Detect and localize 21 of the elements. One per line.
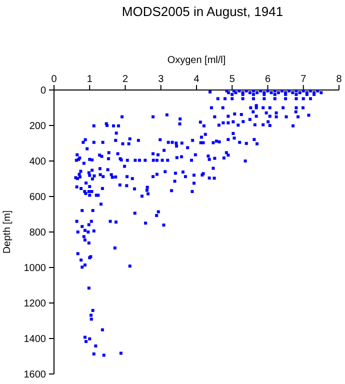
- chart-title: MODS2005 in August, 1941: [122, 4, 284, 19]
- x-tick-label: 8: [336, 74, 342, 85]
- y-tick-label: 1600: [24, 370, 46, 380]
- y-tick-label: 600: [29, 192, 46, 203]
- y-tick-label: 1400: [24, 334, 46, 345]
- x-tick-label: 4: [194, 74, 200, 85]
- y-tick-label: 800: [29, 228, 46, 238]
- x-tick-label: 0: [51, 74, 58, 85]
- x-tick-label: 3: [158, 74, 164, 85]
- x-tick-label: 7: [300, 74, 307, 85]
- x-tick-label: 2: [122, 74, 128, 85]
- x-tick-label: 5: [229, 74, 236, 85]
- y-tick-label: 400: [29, 156, 46, 168]
- y-tick-label: 0: [40, 86, 46, 96]
- y-tick-label: 1200: [24, 298, 46, 310]
- x-tick-label: 6: [264, 74, 271, 85]
- y-tick-label: 200: [29, 121, 46, 132]
- y-tick-label: 1000: [24, 263, 46, 274]
- y-axis-title: Depth [m]: [2, 210, 13, 254]
- x-axis-title: Oxygen [ml/l]: [167, 55, 226, 66]
- x-tick-label: 1: [86, 74, 93, 85]
